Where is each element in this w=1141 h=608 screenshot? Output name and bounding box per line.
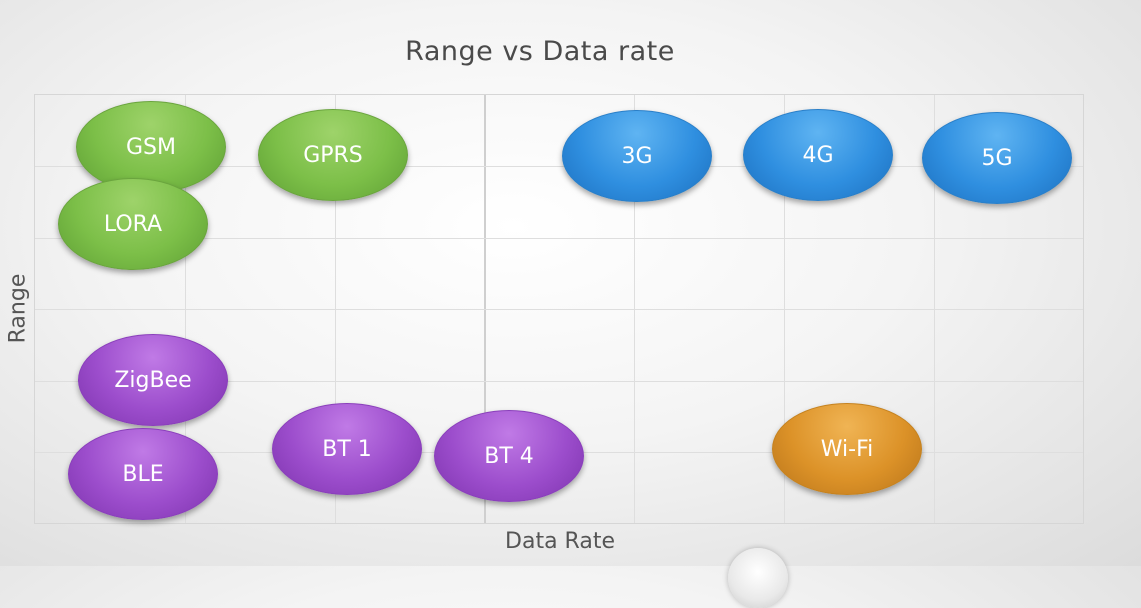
node-zigbee: ZigBee (78, 334, 228, 426)
node-3g: 3G (562, 110, 712, 202)
node-label: BT 4 (484, 443, 534, 469)
x-axis-label: Data Rate (505, 529, 615, 554)
grid-line (35, 166, 1083, 167)
grid-line (35, 309, 1083, 310)
node-label: GSM (126, 134, 176, 160)
node-4g: 4G (743, 109, 893, 201)
node-label: LORA (103, 211, 163, 237)
node-wifi: Wi-Fi (772, 403, 922, 495)
y-axis-label: Range (5, 273, 31, 344)
node-label: BT 1 (322, 436, 372, 462)
chart-title: Range vs Data rate (405, 36, 675, 67)
node-ble: BLE (68, 428, 218, 520)
node-label: ZigBee (114, 367, 192, 393)
node-label: 4G (802, 142, 834, 168)
decorative-circle (728, 548, 788, 608)
node-bt4: BT 4 (434, 410, 584, 502)
node-gsm: GSM (76, 101, 226, 193)
node-label: BLE (122, 461, 164, 487)
node-bt1: BT 1 (272, 403, 422, 495)
node-label: GPRS (303, 142, 363, 168)
node-lora: LORA (58, 178, 208, 270)
node-gprs: GPRS (258, 109, 408, 201)
grid-line (35, 381, 1083, 382)
node-5g: 5G (922, 112, 1072, 204)
node-label: 3G (621, 143, 653, 169)
node-label: 5G (981, 145, 1013, 171)
plot-grid (34, 94, 1084, 524)
grid-line (35, 238, 1083, 239)
node-label: Wi-Fi (820, 436, 874, 462)
